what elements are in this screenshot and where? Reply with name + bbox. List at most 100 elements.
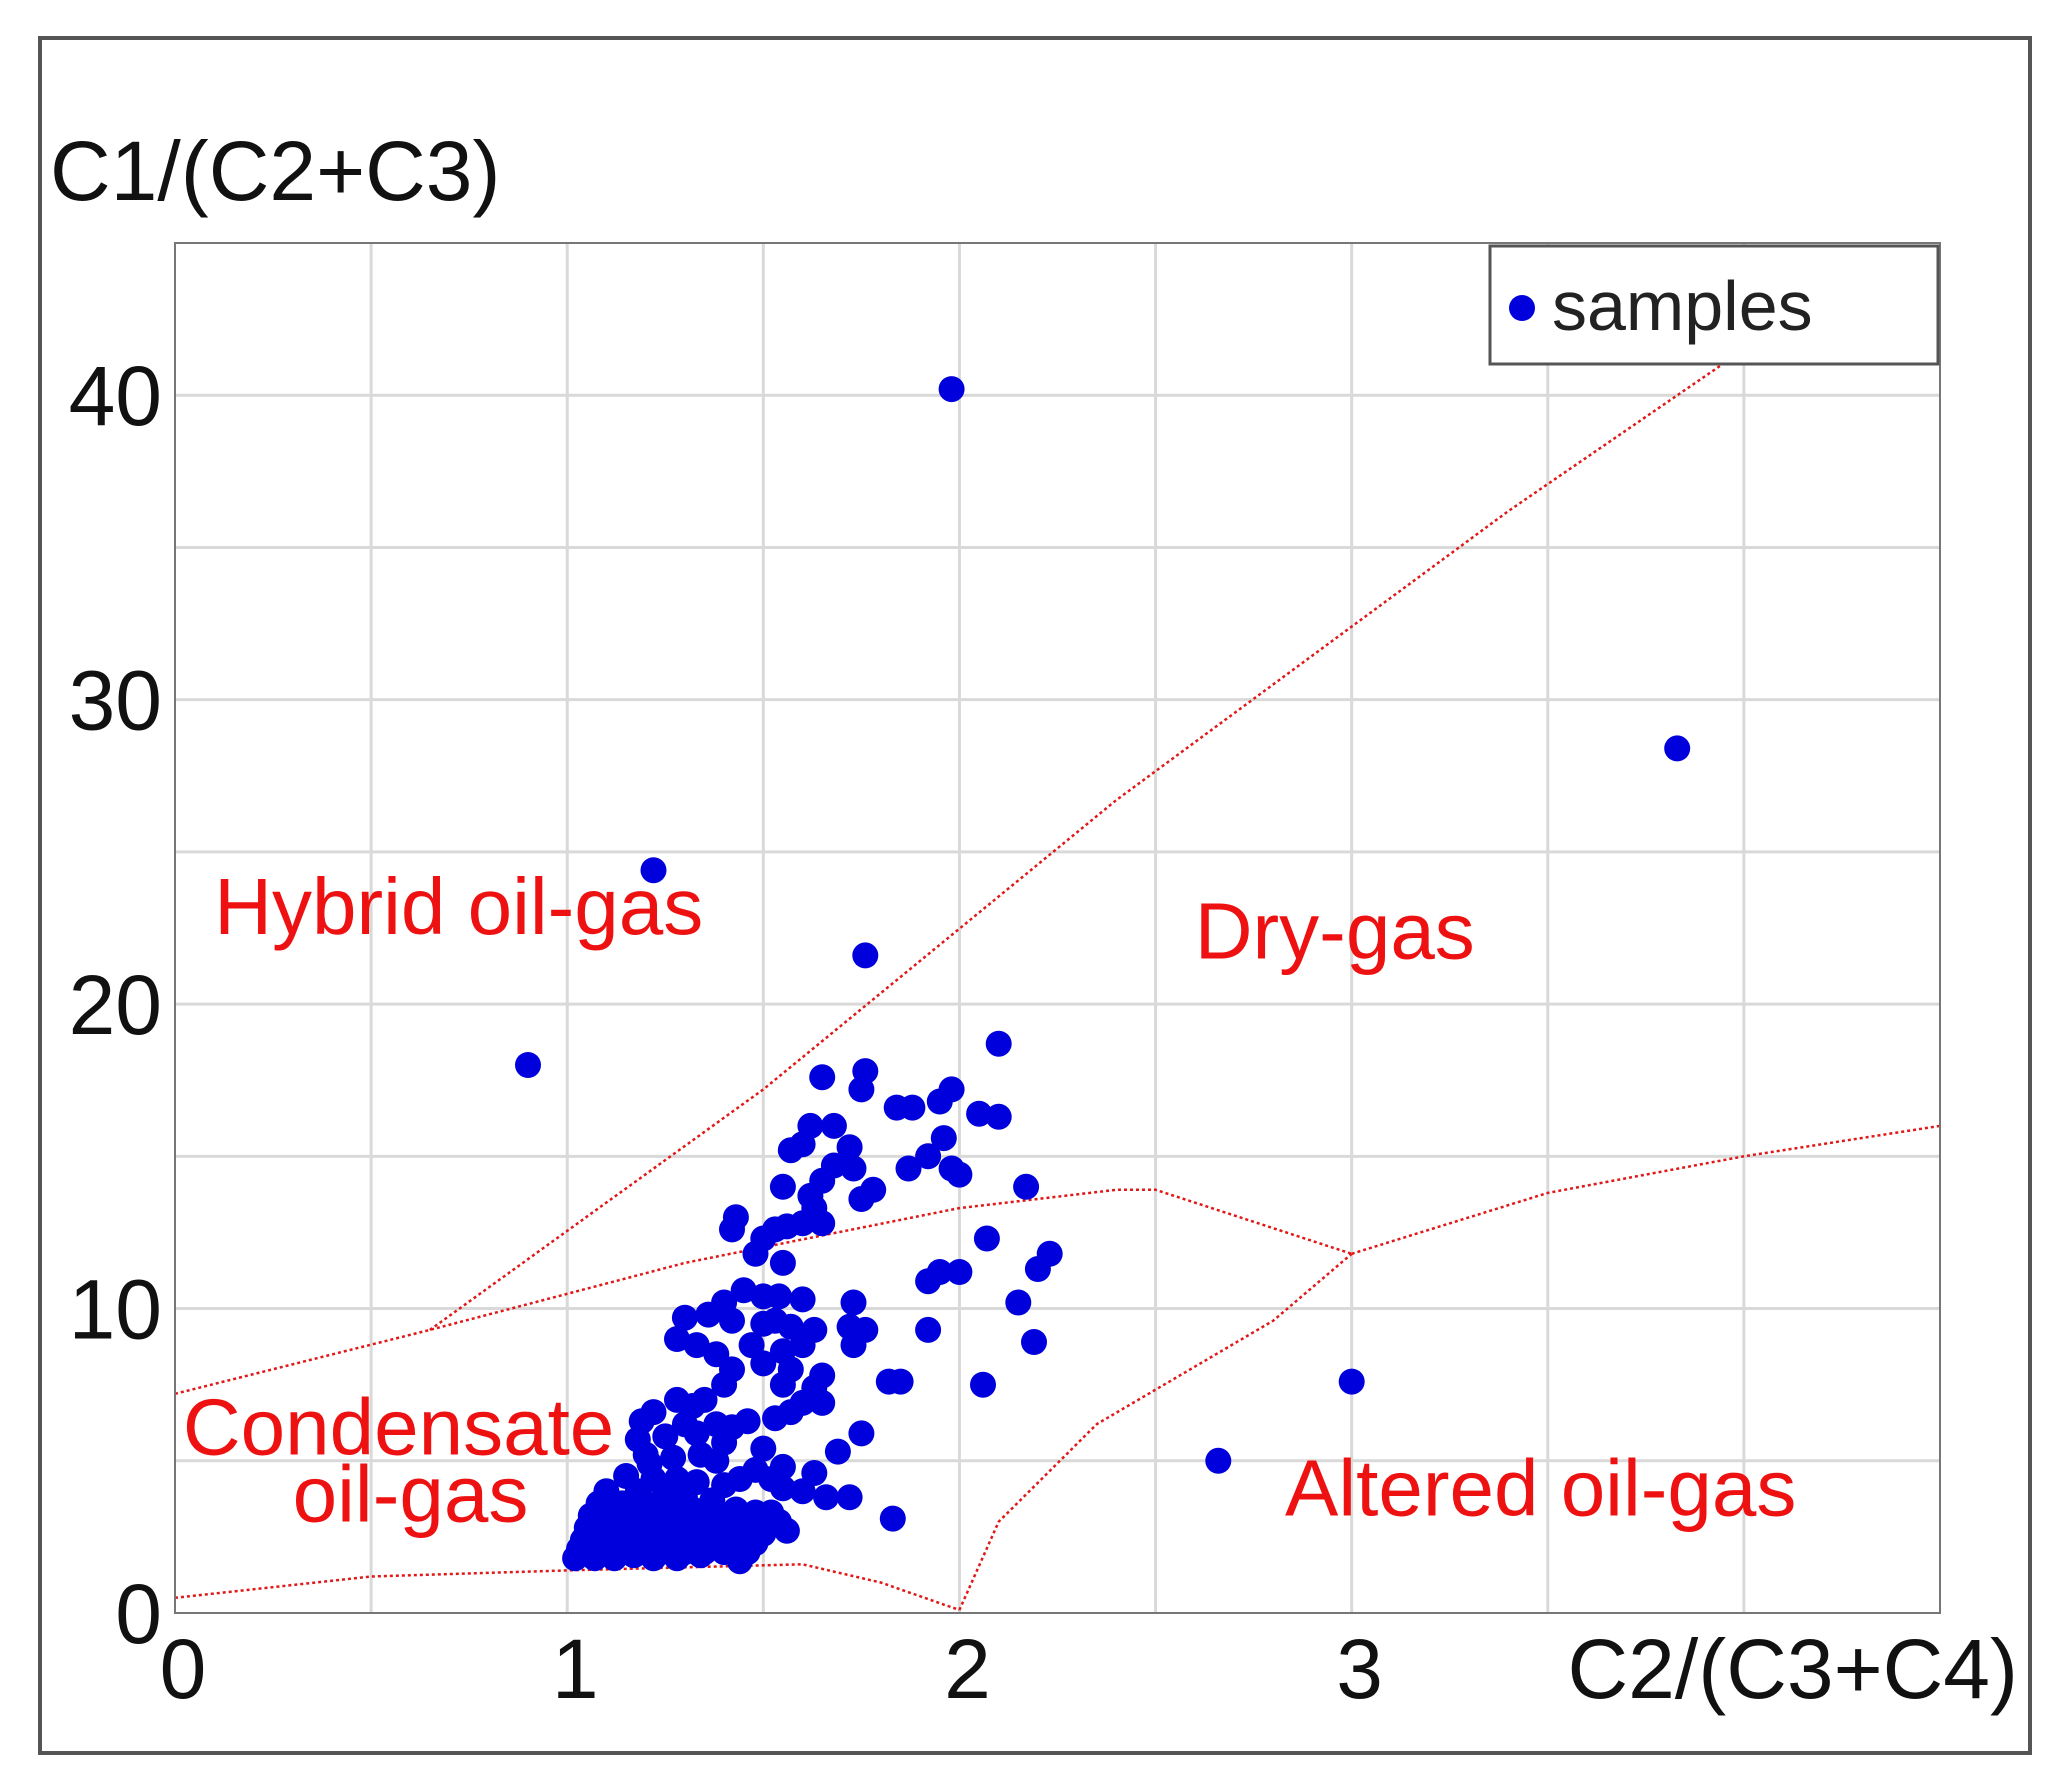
sample-point xyxy=(840,1155,867,1182)
condensate-upper-boundary xyxy=(174,1188,1353,1396)
sample-point xyxy=(879,1505,906,1532)
sample-point xyxy=(946,1161,973,1188)
sample-point xyxy=(515,1052,541,1078)
altered-upper-boundary xyxy=(1351,1124,1941,1255)
y-axis-label: C1/(C2+C3) xyxy=(50,124,500,218)
sample-point xyxy=(895,1155,922,1182)
sample-point xyxy=(852,942,879,969)
y-tick-label: 30 xyxy=(69,654,162,748)
sample-point xyxy=(848,1186,875,1212)
sample-point xyxy=(726,1548,753,1575)
sample-point xyxy=(687,1542,714,1569)
sample-point xyxy=(664,1326,690,1352)
sample-point xyxy=(581,1545,608,1572)
region-label: oil-gas xyxy=(293,1450,529,1539)
sample-point xyxy=(719,1307,745,1334)
sample-point xyxy=(813,1484,840,1511)
sample-point xyxy=(620,1542,647,1569)
sample-point xyxy=(769,1371,796,1398)
y-tick-label: 20 xyxy=(69,958,162,1052)
sample-point xyxy=(899,1094,926,1121)
x-tick-label: 1 xyxy=(552,1622,599,1716)
sample-point xyxy=(926,1088,953,1115)
sample-point xyxy=(703,1447,730,1474)
y-tick-label: 10 xyxy=(69,1263,162,1357)
legend: samples xyxy=(1488,244,1940,366)
sample-point xyxy=(809,1210,836,1237)
sample-points xyxy=(515,376,1691,1575)
sample-point xyxy=(660,1444,687,1471)
sample-point xyxy=(766,1283,792,1310)
region-label: Hybrid oil-gas xyxy=(214,862,703,951)
sample-point xyxy=(777,1137,804,1164)
sample-point xyxy=(966,1100,993,1127)
sample-point xyxy=(789,1286,816,1313)
sample-point xyxy=(836,1134,863,1161)
sample-point xyxy=(836,1484,863,1511)
sample-point xyxy=(742,1240,769,1267)
legend-label: samples xyxy=(1552,267,1813,345)
sample-point xyxy=(915,1316,942,1343)
legend-marker xyxy=(1509,295,1535,321)
region-label: Altered oil-gas xyxy=(1285,1444,1796,1533)
sample-point xyxy=(820,1112,847,1139)
sample-point xyxy=(769,1249,796,1276)
sample-point xyxy=(1013,1173,1040,1200)
y-tick-label: 40 xyxy=(69,349,162,443)
sample-point xyxy=(719,1216,745,1243)
plot-area-border xyxy=(174,242,1941,1614)
sample-point xyxy=(773,1517,800,1544)
sample-point xyxy=(840,1332,867,1359)
sample-point xyxy=(640,1545,667,1572)
sample-point xyxy=(946,1259,973,1285)
sample-point xyxy=(985,1103,1012,1130)
sample-point xyxy=(640,857,667,884)
sample-point xyxy=(938,376,965,403)
x-tick-label: 2 xyxy=(944,1622,991,1716)
sample-point xyxy=(789,1389,816,1416)
y-tick-label: 0 xyxy=(115,1567,162,1661)
sample-point xyxy=(915,1268,942,1295)
sample-point xyxy=(973,1225,1000,1252)
sample-point xyxy=(711,1371,738,1398)
sample-point xyxy=(683,1420,710,1447)
sample-point xyxy=(985,1030,1012,1057)
sample-point xyxy=(848,1420,875,1447)
sample-point xyxy=(664,1545,690,1572)
sample-point xyxy=(695,1301,722,1328)
sample-point xyxy=(809,1064,836,1091)
sample-point xyxy=(789,1332,816,1359)
sample-point xyxy=(562,1545,589,1572)
sample-point xyxy=(1205,1447,1232,1474)
sample-point xyxy=(840,1289,867,1316)
x-tick-label: 0 xyxy=(160,1622,207,1716)
region-label: Dry-gas xyxy=(1195,886,1475,975)
sample-point xyxy=(1338,1368,1365,1395)
legend-box xyxy=(1488,244,1940,366)
sample-point xyxy=(930,1125,957,1152)
sample-point xyxy=(750,1350,777,1377)
sample-point xyxy=(789,1478,816,1505)
sample-point xyxy=(887,1368,914,1395)
sample-point xyxy=(1021,1329,1047,1355)
sample-point xyxy=(683,1332,710,1359)
altered-left-boundary xyxy=(958,1252,1353,1611)
sample-point xyxy=(1664,735,1691,762)
sample-point xyxy=(652,1423,679,1450)
sample-point xyxy=(789,1210,816,1237)
sample-point xyxy=(809,1389,836,1416)
sample-point xyxy=(769,1475,796,1502)
x-tick-label: 3 xyxy=(1336,1622,1383,1716)
sample-point xyxy=(824,1438,851,1465)
sample-point xyxy=(601,1545,628,1572)
sample-point xyxy=(1024,1256,1051,1282)
sample-point xyxy=(726,1466,753,1492)
sample-point xyxy=(730,1277,757,1304)
sample-point xyxy=(762,1405,789,1432)
sample-point xyxy=(970,1371,996,1398)
sample-point xyxy=(848,1076,875,1103)
